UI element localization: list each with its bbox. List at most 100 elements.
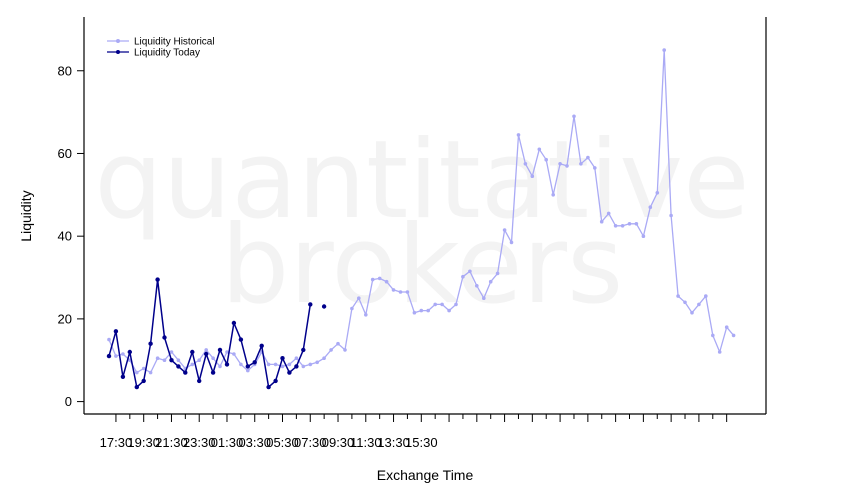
data-point [551, 193, 555, 197]
data-point [134, 384, 139, 390]
data-point [488, 279, 493, 284]
x-tick-label: 17:30 [100, 435, 133, 450]
x-tick-label: 11:30 [350, 435, 382, 450]
data-point [454, 302, 458, 307]
data-point [106, 353, 112, 359]
series-today [106, 277, 327, 390]
data-point [377, 276, 382, 281]
data-point [280, 356, 285, 361]
data-point [697, 302, 701, 307]
data-point [676, 294, 680, 298]
data-point [634, 222, 639, 226]
data-point [197, 378, 202, 384]
y-tick-label: 60 [58, 146, 72, 161]
data-point [197, 358, 201, 363]
data-point [120, 374, 126, 379]
data-point [502, 228, 507, 232]
watermark-line-2: brokers [221, 203, 623, 328]
data-point [183, 370, 188, 375]
data-point [218, 364, 222, 369]
data-point [176, 364, 181, 369]
watermark: quantitative brokers [94, 118, 749, 328]
data-point [731, 333, 736, 338]
data-point [162, 335, 167, 340]
data-point [217, 347, 223, 353]
data-point [357, 296, 361, 301]
data-point [308, 362, 313, 367]
data-point [273, 362, 278, 367]
y-axis-ticks: 0 20 40 60 80 [58, 63, 84, 409]
data-point [239, 362, 243, 367]
data-point [294, 356, 299, 361]
data-point [579, 162, 583, 166]
data-point [204, 351, 209, 357]
data-point [572, 114, 576, 119]
data-point [225, 350, 229, 354]
data-point [162, 358, 167, 363]
x-tick-label: 15:30 [405, 435, 438, 450]
data-point [259, 343, 264, 348]
x-tick-label: 09:30 [322, 435, 355, 450]
data-point [176, 358, 181, 363]
data-point [669, 213, 673, 218]
data-point [405, 290, 410, 294]
x-tick-label: 23:30 [183, 435, 216, 450]
legend-marker-historical [116, 39, 120, 43]
data-point [169, 350, 174, 354]
x-tick-label: 01:30 [211, 435, 244, 450]
y-tick-label: 0 [65, 394, 72, 409]
data-point [606, 211, 611, 216]
data-point [516, 133, 521, 137]
data-point [287, 362, 292, 367]
data-point [148, 370, 153, 375]
data-point [343, 348, 347, 352]
data-point [329, 348, 333, 352]
data-point [648, 205, 653, 209]
data-point [169, 358, 174, 363]
data-point [121, 352, 125, 356]
data-point [641, 234, 646, 238]
data-point [391, 288, 396, 292]
data-point [252, 360, 257, 365]
data-point [613, 224, 618, 228]
x-axis-ticks: 17:3019:3021:3023:3001:3003:3005:3007:30… [100, 414, 728, 450]
data-point [127, 349, 132, 355]
data-point [204, 348, 208, 352]
data-point [350, 306, 354, 311]
data-point [315, 360, 320, 365]
data-point [107, 337, 111, 342]
legend-label-historical: Liquidity Historical [134, 37, 215, 48]
legend-marker-today [116, 50, 120, 54]
plot-frame [83, 17, 767, 415]
data-point [523, 162, 528, 166]
data-point [662, 48, 666, 52]
data-point [135, 370, 139, 375]
data-point [114, 354, 118, 358]
data-point [683, 300, 687, 305]
data-point [190, 362, 195, 367]
y-tick-label: 80 [58, 63, 72, 78]
data-point [301, 364, 306, 369]
data-point [627, 222, 632, 226]
y-axis-title: Liquidity [18, 190, 34, 241]
x-tick-label: 21:30 [155, 435, 188, 450]
data-point [224, 362, 230, 367]
data-point [148, 341, 153, 346]
data-point [246, 368, 250, 373]
series-layer [106, 48, 736, 390]
data-point [384, 279, 389, 284]
data-point [266, 362, 271, 367]
data-point [468, 269, 472, 274]
data-point [447, 308, 451, 313]
data-point [599, 219, 604, 224]
data-point [586, 155, 590, 160]
data-point [238, 337, 244, 342]
data-point [321, 304, 327, 309]
data-point [690, 310, 694, 315]
data-point [530, 174, 535, 178]
data-point [440, 302, 444, 307]
data-point [190, 349, 195, 355]
legend: Liquidity Historical Liquidity Today [107, 37, 215, 59]
data-point [155, 356, 160, 361]
